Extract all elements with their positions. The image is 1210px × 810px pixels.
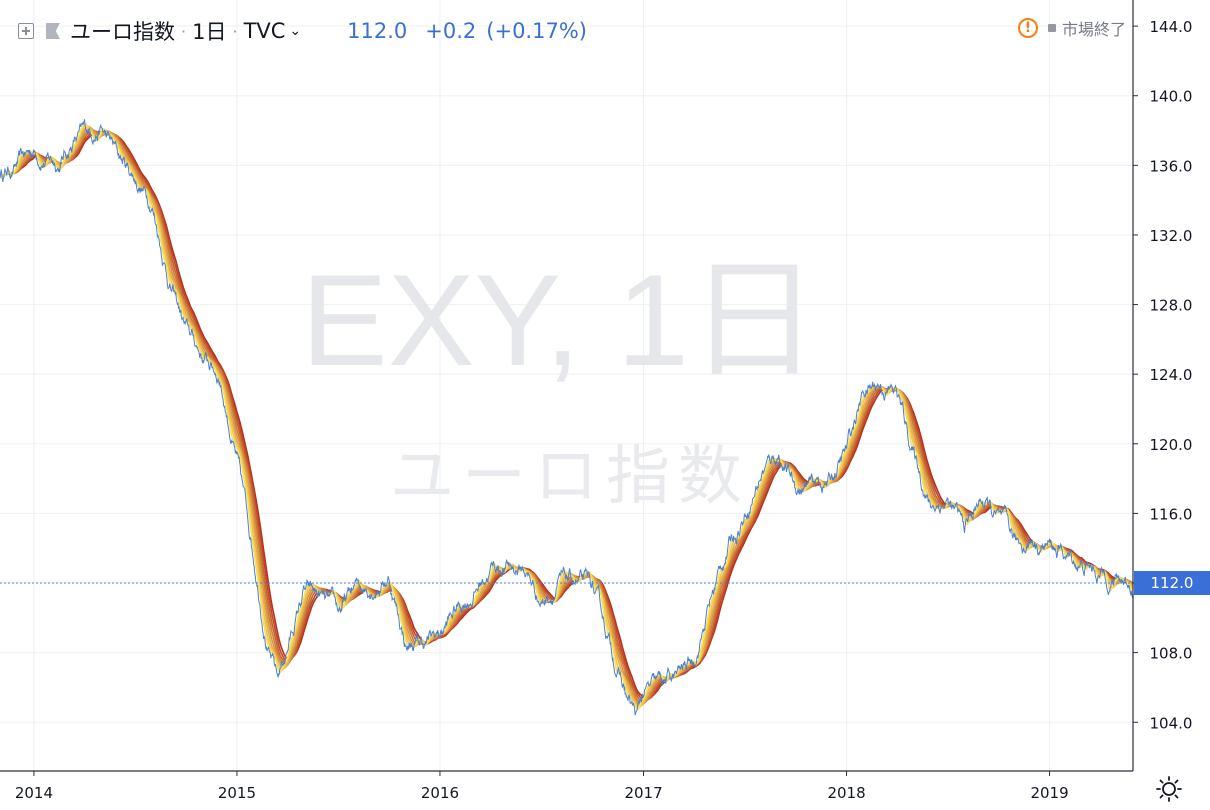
legend-separator: · bbox=[232, 21, 238, 41]
symbol-legend: ユーロ指数 · 1日 · TVC ⌄ 112.0 +0.2 (+0.17%) bbox=[18, 14, 587, 48]
interval[interactable]: 1日 bbox=[192, 20, 227, 44]
y-tick-label: 116.0 bbox=[1150, 505, 1193, 523]
price-badge-label: 112.0 bbox=[1151, 574, 1194, 592]
ma-ribbon-line bbox=[0, 131, 1133, 702]
warning-icon[interactable]: ! bbox=[1017, 18, 1038, 38]
x-tick-label: 2019 bbox=[1030, 784, 1068, 802]
last-value: 112.0 bbox=[347, 19, 408, 43]
settings-gear-icon[interactable] bbox=[1155, 775, 1183, 803]
market-status[interactable]: ! 市場終了 bbox=[1017, 16, 1126, 40]
y-tick-label: 140.0 bbox=[1150, 88, 1193, 106]
change-value: +0.2 bbox=[425, 19, 477, 43]
grid bbox=[0, 0, 1133, 771]
y-tick-label: 132.0 bbox=[1150, 227, 1193, 245]
x-tick-label: 2014 bbox=[15, 784, 53, 802]
market-closed-icon bbox=[1047, 24, 1056, 32]
price-badge-bg bbox=[1134, 571, 1210, 596]
current-price-badge: 112.0 bbox=[1134, 571, 1210, 596]
y-tick-label: 104.0 bbox=[1150, 714, 1193, 732]
x-tick-label: 2016 bbox=[421, 784, 459, 802]
change-percent: (+0.17%) bbox=[486, 19, 587, 43]
ma-ribbon-line bbox=[0, 130, 1133, 700]
market-status-label: 市場終了 bbox=[1061, 20, 1126, 39]
x-tick-label: 2018 bbox=[827, 784, 865, 802]
y-tick-label: 124.0 bbox=[1150, 366, 1193, 384]
exchange[interactable]: TVC bbox=[243, 19, 286, 43]
watermark-symbol: EXY, 1日 bbox=[301, 247, 819, 393]
time-axis[interactable]: 2014 2015 2016 2017 2018 2019 bbox=[15, 771, 1069, 802]
plot-area bbox=[0, 119, 1134, 716]
legend-separator: · bbox=[181, 21, 187, 41]
price-axis[interactable]: 104.0 108.0 112.0 116.0 120.0 124.0 128.0 132.0… bbox=[1133, 18, 1192, 732]
add-compare-icon[interactable] bbox=[18, 23, 34, 39]
x-tick-label: 2015 bbox=[218, 784, 256, 802]
y-tick-label: 128.0 bbox=[1150, 297, 1193, 315]
watermark-name: ユーロ指数 bbox=[390, 440, 750, 514]
chevron-down-icon[interactable]: ⌄ bbox=[289, 23, 302, 39]
symbol-name[interactable]: ユーロ指数 bbox=[70, 20, 175, 44]
y-tick-label: 120.0 bbox=[1150, 436, 1193, 454]
symbol-flag-icon bbox=[46, 23, 60, 39]
y-tick-label: 136.0 bbox=[1150, 157, 1193, 175]
price-series-line bbox=[0, 119, 1134, 716]
y-tick-label: 108.0 bbox=[1150, 645, 1193, 663]
ma-ribbon-line bbox=[0, 130, 1133, 703]
x-tick-label: 2017 bbox=[624, 784, 662, 802]
y-tick-label: 144.0 bbox=[1150, 18, 1193, 36]
